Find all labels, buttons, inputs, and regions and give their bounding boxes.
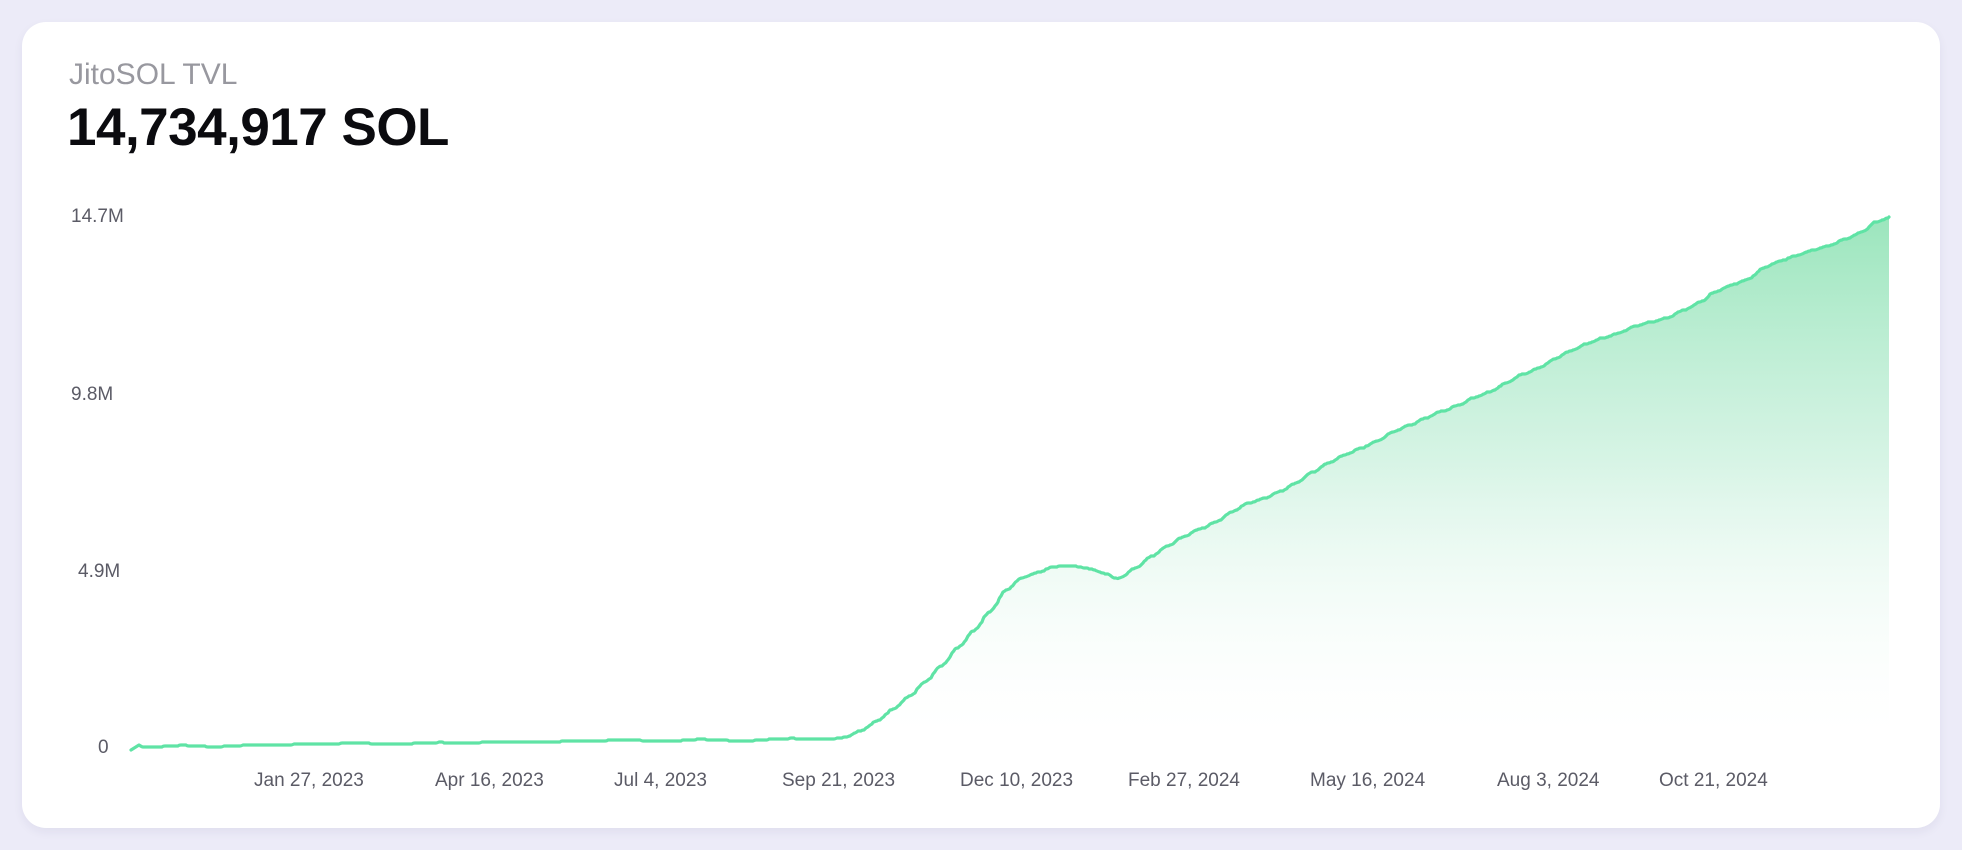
svg-text:Dec 10, 2023: Dec 10, 2023: [960, 770, 1073, 791]
svg-text:Sep 21, 2023: Sep 21, 2023: [782, 770, 895, 791]
svg-text:May 16, 2024: May 16, 2024: [1310, 770, 1426, 791]
svg-text:0: 0: [98, 737, 109, 758]
svg-text:Jul 4, 2023: Jul 4, 2023: [614, 770, 707, 791]
svg-text:Jan 27, 2023: Jan 27, 2023: [254, 770, 364, 791]
svg-text:Feb 27, 2024: Feb 27, 2024: [1128, 770, 1240, 791]
svg-text:4.9M: 4.9M: [78, 561, 120, 582]
svg-text:Aug 3, 2024: Aug 3, 2024: [1497, 770, 1600, 791]
svg-text:Apr 16, 2023: Apr 16, 2023: [435, 770, 544, 791]
svg-text:Oct 21, 2024: Oct 21, 2024: [1659, 770, 1768, 791]
svg-text:14.7M: 14.7M: [71, 206, 124, 227]
svg-text:9.8M: 9.8M: [71, 384, 113, 405]
